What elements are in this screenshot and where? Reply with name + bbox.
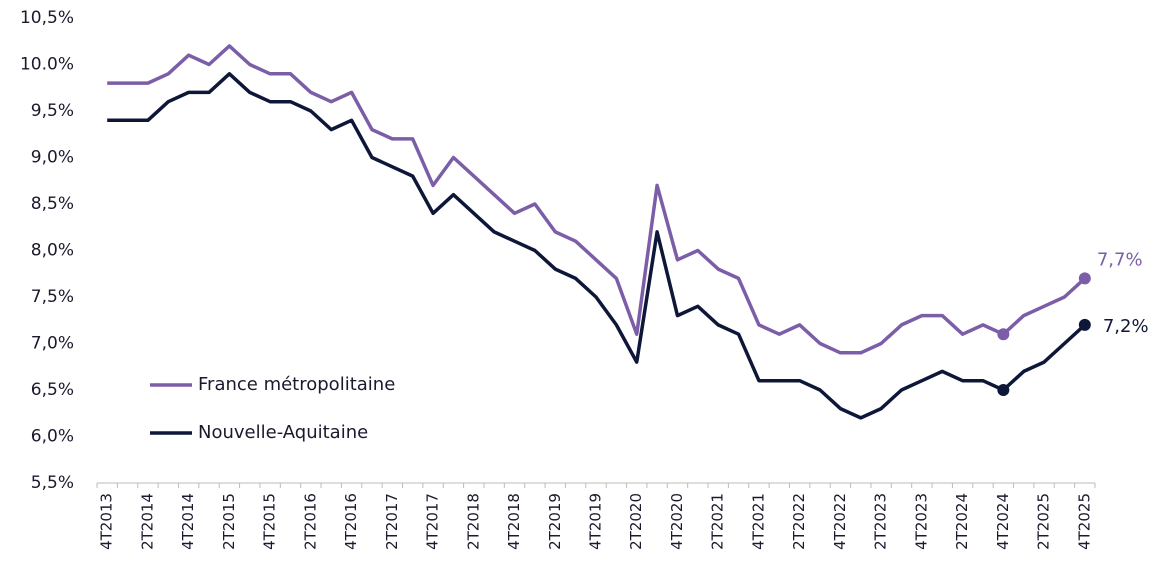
- x-tick-label: 2T2021: [709, 493, 727, 550]
- x-tick-label: 2T2024: [953, 493, 971, 550]
- x-tick-label: 4T2018: [505, 493, 523, 550]
- x-tick-label: 4T2024: [994, 493, 1012, 550]
- data-label: 7,2%: [1103, 316, 1149, 337]
- y-tick-label: 7,5%: [31, 287, 74, 307]
- x-tick-label: 4T2019: [587, 493, 605, 550]
- x-tick-label: 4T2015: [261, 493, 279, 550]
- x-tick-label: 4T2020: [668, 493, 686, 550]
- x-tick-label: 4T2014: [179, 493, 197, 550]
- y-tick-label: 6,0%: [31, 427, 74, 447]
- x-tick-label: 4T2017: [424, 493, 442, 550]
- y-tick-label: 9,5%: [31, 101, 74, 121]
- data-label: 7,7%: [1097, 249, 1143, 270]
- y-tick-label: 6,5%: [31, 380, 74, 400]
- y-tick-label: 8,0%: [31, 241, 74, 261]
- x-tick-label: 2T2020: [627, 493, 645, 550]
- x-tick-label: 2T2019: [546, 493, 564, 550]
- x-tick-label: 2T2025: [1035, 493, 1053, 550]
- x-tick-label: 2T2016: [301, 493, 319, 550]
- y-tick-label: 9,0%: [31, 148, 74, 168]
- x-tick-label: 2T2023: [872, 493, 890, 550]
- highlight-marker: [1078, 272, 1091, 285]
- highlight-marker: [997, 328, 1010, 341]
- x-tick-label: 2T2014: [138, 493, 156, 550]
- x-tick-label: 4T2025: [1075, 493, 1093, 550]
- x-tick-label: 4T2013: [98, 493, 116, 550]
- x-tick-label: 4T2023: [912, 493, 930, 550]
- y-tick-label: 8,5%: [31, 194, 74, 214]
- x-tick-label: 4T2016: [342, 493, 360, 550]
- series-line: [107, 44, 1087, 355]
- y-tick-label: 5,5%: [31, 473, 74, 493]
- highlight-marker: [1078, 318, 1091, 331]
- y-tick-label: 10.0%: [20, 55, 74, 75]
- series-line: [107, 72, 1087, 420]
- x-tick-label: 4T2021: [749, 493, 767, 550]
- x-tick-label: 2T2017: [383, 493, 401, 550]
- x-tick-label: 2T2015: [220, 493, 238, 550]
- highlight-marker: [997, 384, 1010, 396]
- y-tick-label: 10,5%: [20, 8, 74, 28]
- x-tick-label: 2T2022: [790, 493, 808, 550]
- x-tick-label: 2T2018: [464, 493, 482, 550]
- x-tick-label: 4T2022: [831, 493, 849, 550]
- legend-label: France métropolitaine: [198, 374, 395, 395]
- legend-label: Nouvelle-Aquitaine: [198, 422, 368, 443]
- y-tick-label: 7,0%: [31, 334, 74, 354]
